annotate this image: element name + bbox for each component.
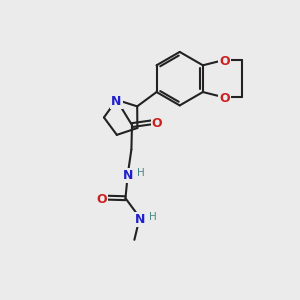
Text: O: O <box>219 55 230 68</box>
Text: O: O <box>96 193 107 206</box>
Text: N: N <box>111 95 122 108</box>
Text: H: H <box>149 212 157 222</box>
Text: N: N <box>123 169 133 182</box>
Text: O: O <box>152 117 162 130</box>
Text: O: O <box>219 92 230 105</box>
Text: N: N <box>134 212 145 226</box>
Text: H: H <box>137 168 145 178</box>
